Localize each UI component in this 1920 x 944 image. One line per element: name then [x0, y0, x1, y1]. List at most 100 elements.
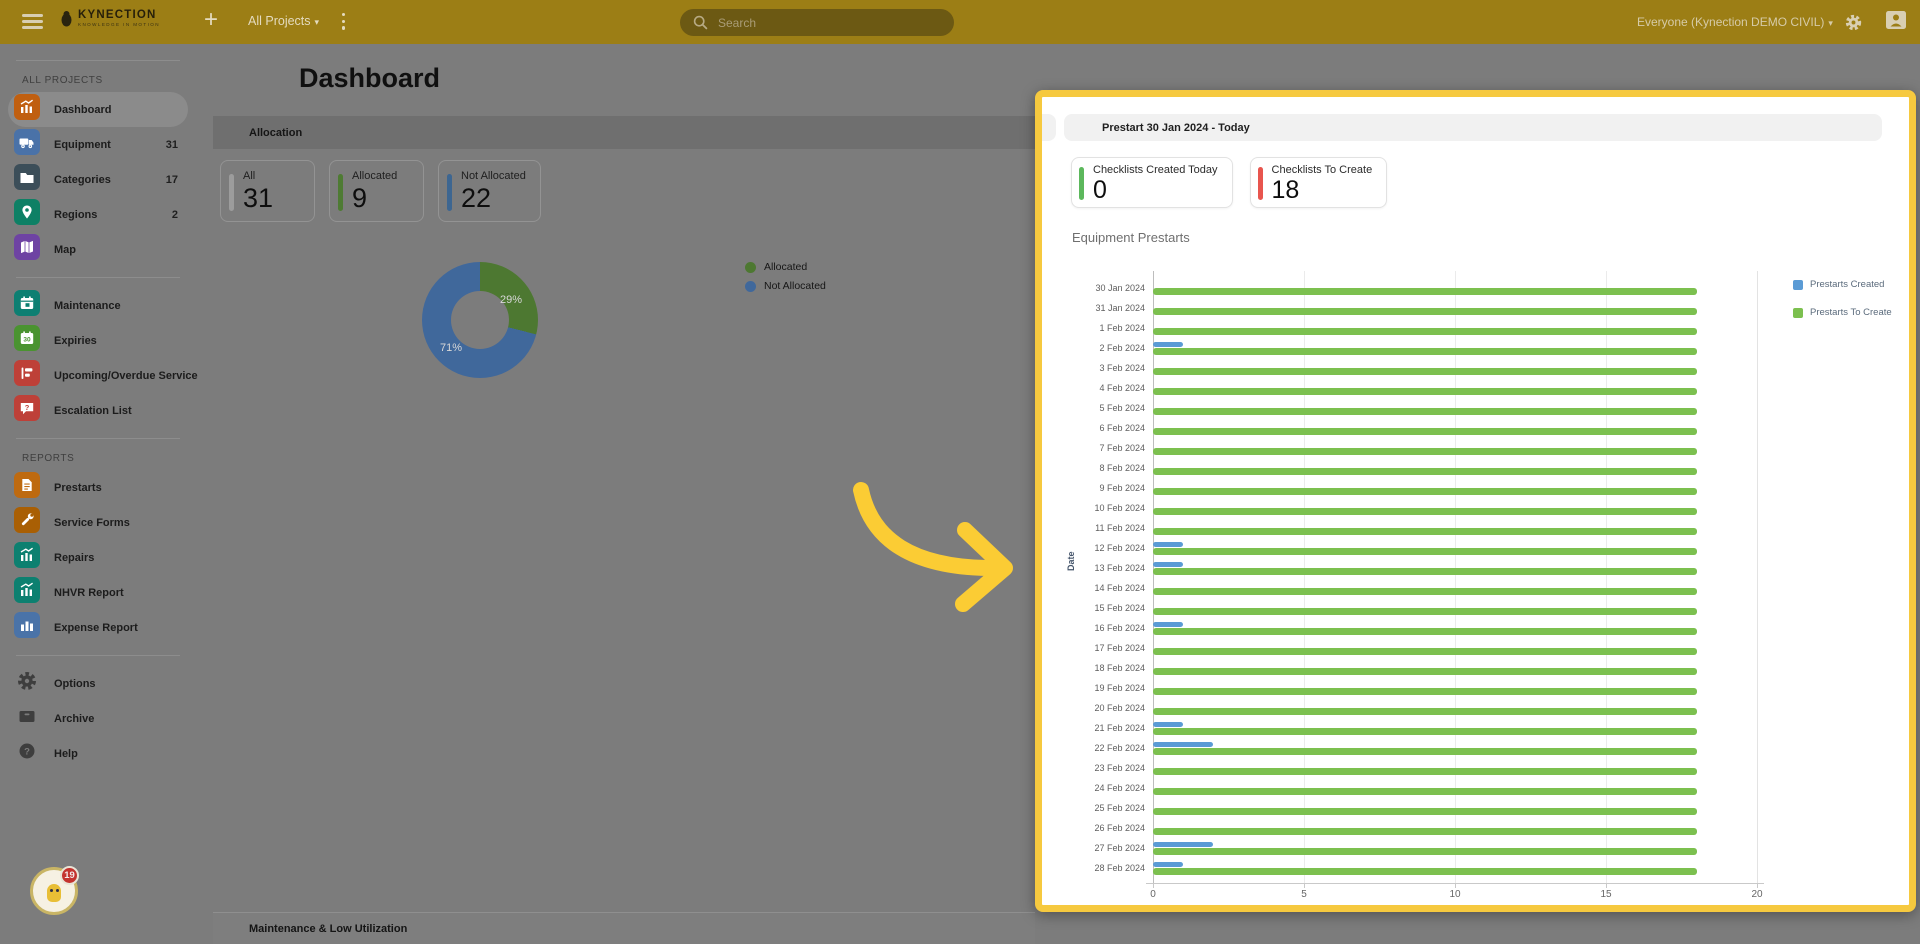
- bar-prestarts-created[interactable]: [1153, 622, 1184, 627]
- stat-accent-bar: [338, 174, 343, 211]
- legend-swatch: [1793, 279, 1803, 290]
- search-input[interactable]: Search: [680, 9, 954, 36]
- sidebar-item-dashboard[interactable]: Dashboard: [8, 92, 188, 127]
- checklist-card-checklists-created-today[interactable]: Checklists Created Today 0: [1071, 157, 1233, 208]
- stat-card-not-allocated[interactable]: Not Allocated 22: [438, 160, 541, 222]
- y-axis-tick-label: 11 Feb 2024: [1095, 523, 1145, 533]
- bar-prestarts-to-create[interactable]: [1153, 628, 1697, 635]
- bar-prestarts-to-create[interactable]: [1153, 868, 1697, 875]
- bar-prestarts-to-create[interactable]: [1153, 608, 1697, 615]
- bar-prestarts-created[interactable]: [1153, 862, 1184, 867]
- account-dropdown[interactable]: Everyone (Kynection DEMO CIVIL) ▾: [1637, 15, 1833, 29]
- stat-card-allocated[interactable]: Allocated 9: [329, 160, 424, 222]
- sidebar-item-prestarts[interactable]: Prestarts: [8, 470, 188, 505]
- sidebar-item-expense-report[interactable]: Expense Report: [8, 610, 188, 645]
- bar-prestarts-to-create[interactable]: [1153, 588, 1697, 595]
- legend-item-not-allocated[interactable]: Not Allocated: [745, 280, 826, 292]
- bar-prestarts-created[interactable]: [1153, 842, 1214, 847]
- sidebar-item-escalation-list[interactable]: ? Escalation List: [8, 393, 188, 428]
- y-axis-tick-label: 21 Feb 2024: [1094, 723, 1145, 733]
- bar-prestarts-to-create[interactable]: [1153, 488, 1697, 495]
- bar-prestarts-to-create[interactable]: [1153, 768, 1697, 775]
- allocation-legend: Allocated Not Allocated: [745, 261, 826, 299]
- sidebar-item-label: Service Forms: [54, 516, 130, 529]
- y-axis-tick-label: 8 Feb 2024: [1099, 463, 1145, 473]
- sidebar-item-maintenance[interactable]: Maintenance: [8, 288, 188, 323]
- all-projects-dropdown[interactable]: All Projects ▾: [248, 14, 320, 28]
- sidebar-item-expiries[interactable]: 30 Expiries: [8, 323, 188, 358]
- sidebar-item-upcoming-overdue-service[interactable]: Upcoming/Overdue Service: [8, 358, 198, 393]
- legend-item-allocated[interactable]: Allocated: [745, 261, 826, 273]
- bar-prestarts-to-create[interactable]: [1153, 828, 1697, 835]
- sidebar-item-map[interactable]: Map: [8, 232, 188, 267]
- bar-prestarts-to-create[interactable]: [1153, 648, 1697, 655]
- bar-prestarts-created[interactable]: [1153, 342, 1184, 347]
- sidebar-item-archive[interactable]: Archive: [8, 701, 188, 736]
- bar-prestarts-created[interactable]: [1153, 542, 1184, 547]
- divider: [16, 655, 180, 656]
- x-axis-tick: [1455, 884, 1456, 888]
- bar-prestarts-to-create[interactable]: [1153, 728, 1697, 735]
- profile-avatar-icon[interactable]: [1886, 11, 1906, 34]
- sidebar-item-nhvr-report[interactable]: NHVR Report: [8, 575, 188, 610]
- stat-label: Not Allocated: [461, 170, 526, 182]
- bar-prestarts-to-create[interactable]: [1153, 348, 1697, 355]
- sidebar-item-label: Equipment: [54, 138, 111, 151]
- checklist-card-checklists-to-create[interactable]: Checklists To Create 18: [1249, 157, 1388, 208]
- bar-prestarts-to-create[interactable]: [1153, 508, 1697, 515]
- bar-prestarts-to-create[interactable]: [1153, 568, 1697, 575]
- y-axis-tick-label: 20 Feb 2024: [1094, 703, 1145, 713]
- bar-prestarts-created[interactable]: [1153, 722, 1184, 727]
- gridline: [1757, 271, 1758, 883]
- settings-gear-icon[interactable]: [1843, 12, 1864, 38]
- bar-prestarts-to-create[interactable]: [1153, 688, 1697, 695]
- hamburger-menu-icon[interactable]: [22, 14, 43, 30]
- bar-prestarts-to-create[interactable]: [1153, 548, 1697, 555]
- bar-prestarts-to-create[interactable]: [1153, 368, 1697, 375]
- stat-card-all[interactable]: All 31: [220, 160, 315, 222]
- y-axis-tick-label: 17 Feb 2024: [1094, 643, 1145, 653]
- assistant-mascot-button[interactable]: 19: [30, 866, 79, 915]
- sidebar-item-equipment[interactable]: Equipment 31: [8, 127, 188, 162]
- more-options-icon[interactable]: [342, 13, 346, 33]
- y-axis-tick-label: 22 Feb 2024: [1094, 743, 1145, 753]
- bar-prestarts-to-create[interactable]: [1153, 388, 1697, 395]
- sidebar-item-repairs[interactable]: Repairs: [8, 540, 188, 575]
- sidebar-item-categories[interactable]: Categories 17: [8, 162, 188, 197]
- y-axis-tick-label: 15 Feb 2024: [1094, 603, 1145, 613]
- add-button[interactable]: +: [204, 6, 219, 33]
- bar-prestarts-to-create[interactable]: [1153, 708, 1697, 715]
- bar-prestarts-to-create[interactable]: [1153, 288, 1697, 295]
- bar-prestarts-to-create[interactable]: [1153, 528, 1697, 535]
- bar-prestarts-to-create[interactable]: [1153, 808, 1697, 815]
- y-axis-tick-label: 26 Feb 2024: [1094, 823, 1145, 833]
- bar-prestarts-created[interactable]: [1153, 562, 1184, 567]
- svg-text:30: 30: [23, 337, 31, 344]
- calendar-30-icon: 30: [14, 325, 40, 356]
- sidebar-item-regions[interactable]: Regions 2: [8, 197, 188, 232]
- legend-item-prestarts-to-create[interactable]: Prestarts To Create: [1793, 307, 1892, 318]
- legend-item-prestarts-created[interactable]: Prestarts Created: [1793, 279, 1892, 290]
- bar-prestarts-to-create[interactable]: [1153, 408, 1697, 415]
- sidebar-item-options[interactable]: Options: [8, 666, 188, 701]
- bar-prestarts-to-create[interactable]: [1153, 328, 1697, 335]
- equipment-prestarts-chart[interactable]: 0 5 10 15 20 30 Jan 2024 31 Jan 2024 1 Feb 2024…: [1042, 97, 1909, 905]
- sidebar-item-service-forms[interactable]: Service Forms: [8, 505, 188, 540]
- bar-prestarts-to-create[interactable]: [1153, 748, 1697, 755]
- bar-prestarts-created[interactable]: [1153, 742, 1214, 747]
- gridline: [1455, 271, 1456, 883]
- bar-prestarts-to-create[interactable]: [1153, 308, 1697, 315]
- bar-prestarts-to-create[interactable]: [1153, 468, 1697, 475]
- page-title: Dashboard: [299, 63, 441, 93]
- bar-prestarts-to-create[interactable]: [1153, 788, 1697, 795]
- bar-prestarts-to-create[interactable]: [1153, 668, 1697, 675]
- bar-prestarts-to-create[interactable]: [1153, 428, 1697, 435]
- x-axis-tick-label: 10: [1449, 889, 1461, 900]
- prestart-highlight-panel: Prestart 30 Jan 2024 - Today Checklists …: [1035, 90, 1916, 912]
- kynection-logo[interactable]: KYNECTION KNOWLEDGE IN MOTION: [60, 9, 160, 27]
- bar-prestarts-to-create[interactable]: [1153, 848, 1697, 855]
- bar-prestarts-to-create[interactable]: [1153, 448, 1697, 455]
- sidebar-section-header: REPORTS: [22, 453, 75, 464]
- sidebar-item-help[interactable]: ? Help: [8, 736, 188, 771]
- allocation-donut-chart[interactable]: 29% 71%: [422, 262, 538, 378]
